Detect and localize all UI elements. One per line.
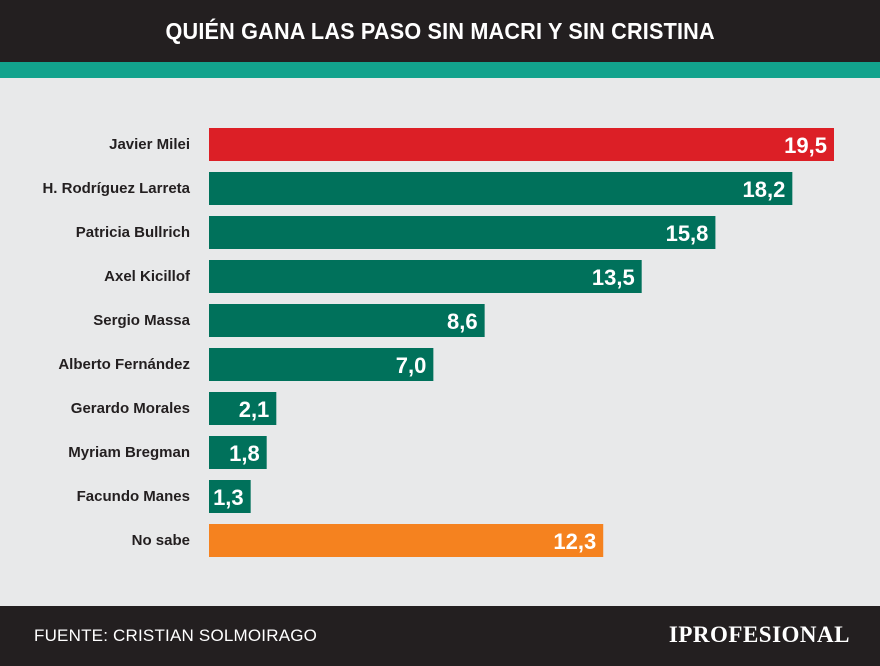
bar bbox=[209, 392, 277, 425]
category-label: Sergio Massa bbox=[93, 312, 190, 329]
value-label: 8,6 bbox=[447, 309, 478, 334]
brand-logo: IPROFESIONAL bbox=[668, 622, 850, 647]
category-label: Javier Milei bbox=[109, 136, 190, 153]
source-note: FUENTE: CRISTIAN SOLMOIRAGO bbox=[34, 626, 318, 645]
category-label: H. Rodríguez Larreta bbox=[42, 180, 190, 197]
value-label: 15,8 bbox=[666, 221, 709, 246]
bar bbox=[209, 436, 267, 469]
value-label: 18,2 bbox=[743, 177, 786, 202]
value-label: 2,1 bbox=[239, 397, 270, 422]
title-bar: QUIÉN GANA LAS PASO SIN MACRI Y SIN CRIS… bbox=[0, 0, 880, 62]
footer-bar: FUENTE: CRISTIAN SOLMOIRAGO IPROFESIONAL bbox=[0, 606, 880, 666]
bar bbox=[209, 172, 793, 205]
bar bbox=[209, 128, 834, 161]
bar bbox=[209, 216, 716, 249]
value-label: 1,8 bbox=[229, 441, 260, 466]
bar bbox=[209, 304, 485, 337]
chart-title: QUIÉN GANA LAS PASO SIN MACRI Y SIN CRIS… bbox=[165, 17, 715, 44]
category-label: Axel Kicillof bbox=[104, 268, 191, 285]
bar bbox=[209, 260, 642, 293]
bar bbox=[209, 524, 604, 557]
value-label: 1,3 bbox=[213, 485, 244, 510]
category-label: Facundo Manes bbox=[77, 488, 190, 505]
bar-chart: Javier Milei 19,5 H. Rodríguez Larreta 18,2… bbox=[42, 128, 834, 557]
bar bbox=[209, 480, 251, 513]
accent-stripe bbox=[0, 62, 880, 78]
value-label: 19,5 bbox=[784, 133, 827, 158]
category-label: No sabe bbox=[132, 532, 190, 549]
value-label: 13,5 bbox=[592, 265, 635, 290]
bar bbox=[209, 348, 434, 381]
category-label: Myriam Bregman bbox=[68, 444, 190, 461]
category-label: Patricia Bullrich bbox=[76, 224, 190, 241]
value-label: 12,3 bbox=[553, 529, 596, 554]
category-label: Gerardo Morales bbox=[71, 400, 190, 417]
value-label: 7,0 bbox=[396, 353, 427, 378]
category-label: Alberto Fernández bbox=[58, 356, 190, 373]
